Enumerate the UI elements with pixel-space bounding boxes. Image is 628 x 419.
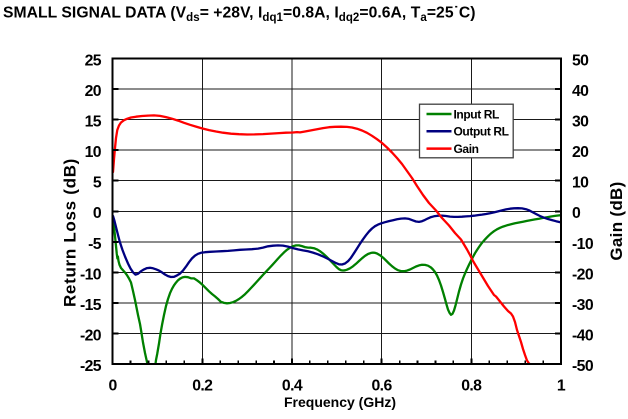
svg-text:Return Loss (dB): Return Loss (dB): [61, 158, 80, 307]
svg-text:-10: -10: [80, 266, 102, 283]
svg-text:0: 0: [572, 205, 581, 222]
svg-text:0.6: 0.6: [372, 377, 393, 394]
svg-text:-50: -50: [572, 358, 594, 375]
svg-text:25: 25: [85, 53, 102, 70]
svg-text:0: 0: [93, 205, 102, 222]
svg-text:Frequency (GHz): Frequency (GHz): [284, 394, 396, 410]
svg-text:0.2: 0.2: [192, 377, 213, 394]
svg-text:40: 40: [572, 83, 589, 100]
svg-text:-25: -25: [80, 358, 102, 375]
svg-text:Gain: Gain: [454, 142, 479, 156]
svg-text:10: 10: [572, 175, 589, 192]
svg-text:Gain (dB): Gain (dB): [607, 181, 626, 260]
svg-text:50: 50: [572, 53, 589, 70]
svg-text:-5: -5: [88, 236, 102, 253]
svg-text:Output RL: Output RL: [454, 125, 509, 139]
svg-text:0: 0: [109, 377, 118, 394]
svg-text:20: 20: [85, 83, 102, 100]
svg-text:SMALL SIGNAL DATA (Vds= +28V,: SMALL SIGNAL DATA (Vds= +28V, Idq1=0.8A,…: [3, 4, 476, 24]
svg-text:0.8: 0.8: [461, 377, 482, 394]
svg-text:0.4: 0.4: [282, 377, 303, 394]
svg-text:20: 20: [572, 144, 589, 161]
svg-text:-10: -10: [572, 236, 594, 253]
svg-text:-20: -20: [572, 266, 594, 283]
svg-text:30: 30: [572, 114, 589, 131]
svg-text:1: 1: [557, 377, 566, 394]
svg-text:Input RL: Input RL: [454, 107, 500, 121]
svg-text:-40: -40: [572, 327, 594, 344]
svg-text:-15: -15: [80, 297, 102, 314]
svg-text:-20: -20: [80, 327, 102, 344]
svg-text:5: 5: [93, 175, 102, 192]
svg-text:15: 15: [85, 114, 102, 131]
svg-text:10: 10: [85, 144, 102, 161]
svg-text:-30: -30: [572, 297, 594, 314]
